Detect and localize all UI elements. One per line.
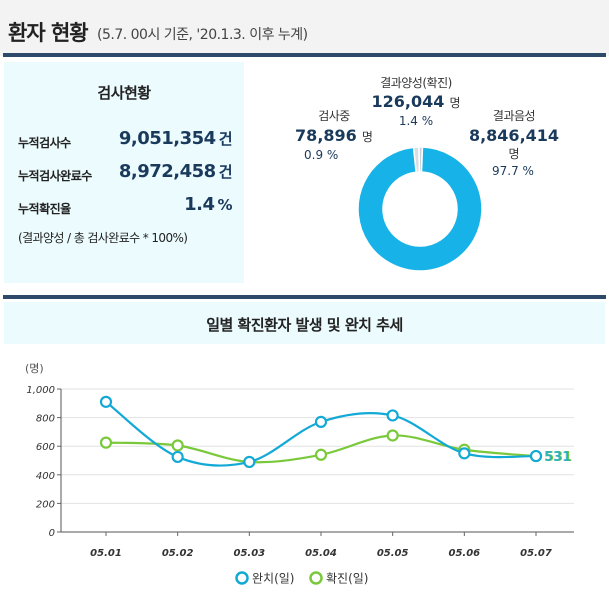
segment-unit: 명	[508, 147, 520, 161]
segment-unit: 명	[449, 96, 461, 110]
segment-value: 8,846,414	[468, 126, 560, 145]
x-tick-label: 05.01	[90, 548, 122, 559]
stat-unit: 건	[218, 163, 233, 181]
y-tick-label: 400	[36, 471, 55, 482]
x-tick-label: 05.02	[162, 548, 194, 559]
page-subtitle: (5.7. 00시 기준, '20.1.3. 이후 누계)	[97, 27, 308, 43]
test-status-title: 검사현황	[97, 84, 151, 102]
legend-marker	[309, 571, 323, 585]
stat-number: 8,972,458	[118, 161, 216, 182]
data-point-confirmed[interactable]	[314, 448, 328, 461]
stat-label-completed-tests: 누적검사완료수	[18, 169, 92, 183]
segment-name: 결과양성(확진)	[380, 76, 452, 90]
segment-name: 검사중	[318, 109, 350, 123]
segment-name: 결과음성	[492, 109, 536, 123]
data-point-recovered[interactable]	[529, 449, 543, 463]
data-point-recovered[interactable]	[171, 450, 184, 464]
donut-label-testing: 검사중 78,896 명 0.9 %	[286, 107, 382, 162]
donut-chart	[357, 146, 483, 272]
data-point-confirmed[interactable]	[99, 436, 113, 449]
segment-unit: 명	[361, 130, 373, 144]
donut-segment-negative	[357, 146, 483, 272]
x-tick-label: 05.05	[377, 548, 409, 559]
chart-title: 일별 확진환자 발생 및 완치 추세	[206, 316, 403, 334]
segment-percent: 0.9 %	[304, 148, 339, 162]
y-axis-label: (명)	[25, 362, 44, 375]
stat-label-positive-rate: 누적확진율	[18, 202, 71, 216]
stat-label-total-tests: 누적검사수	[18, 136, 71, 150]
donut-label-positive: 결과양성(확진) 126,044 명 1.4 %	[356, 74, 476, 128]
data-point-confirmed[interactable]	[386, 429, 399, 442]
page-header: 환자 현황 (5.7. 00시 기준, '20.1.3. 이후 누계)	[0, 0, 609, 56]
line-chart: (명) 0 200 400 600 800 1,000 05.01 05.02 05.03 05.0…	[25, 362, 574, 586]
legend-item-confirmed[interactable]: 확진(일)	[309, 571, 369, 586]
test-status-panel: 검사현황 누적검사수 9,051,354 건 누적검사완료수 8,972,458 건…	[4, 62, 244, 283]
y-tick-label: 800	[36, 414, 55, 425]
legend-label: 완치(일)	[252, 572, 294, 586]
stat-value-total-tests: 9,051,354 건	[118, 128, 233, 149]
y-tick-label: 0	[49, 528, 55, 539]
y-tick-label: 200	[36, 499, 55, 510]
test-result-donut-panel: 결과양성(확진) 126,044 명 1.4 % 검사중 78,896 명 0.…	[244, 62, 605, 283]
segment-value: 126,044	[371, 92, 445, 111]
header-divider	[3, 53, 606, 57]
section-divider	[3, 295, 606, 299]
y-tick-label: 600	[36, 442, 55, 453]
segment-value: 78,896	[295, 126, 357, 145]
y-tick-label: 1,000	[26, 385, 55, 396]
end-label-confirmed: 531	[545, 450, 572, 465]
segment-percent: 97.7 %	[492, 164, 534, 178]
stat-number: 1.4	[184, 194, 215, 215]
legend-item-recovered[interactable]: 완치(일)	[235, 571, 295, 586]
x-tick-label: 05.07	[520, 548, 552, 559]
end-label-recovered: 531	[544, 450, 571, 465]
legend-marker	[235, 571, 249, 585]
legend-label: 확진(일)	[326, 572, 368, 586]
page-title: 환자 현황	[8, 21, 89, 45]
chart-title-bar	[4, 302, 605, 344]
stat-number: 9,051,354	[118, 128, 216, 149]
data-point-recovered[interactable]	[243, 455, 256, 469]
stat-unit: 건	[218, 130, 233, 148]
stat-value-positive-rate: 1.4%	[184, 194, 232, 215]
stat-unit: %	[217, 196, 232, 214]
data-point-recovered[interactable]	[314, 415, 328, 428]
x-tick-label: 05.06	[449, 548, 481, 559]
data-point-confirmed[interactable]	[171, 439, 184, 452]
data-point-recovered[interactable]	[99, 395, 113, 408]
stat-value-completed-tests: 8,972,458 건	[118, 161, 233, 182]
daily-trend-chart-panel: 일별 확진환자 발생 및 완치 추세 (명) 0 200 400 600 800 1,000…	[4, 302, 605, 614]
data-point-recovered[interactable]	[458, 447, 471, 460]
x-tick-label: 05.03	[234, 548, 266, 559]
donut-label-negative: 결과음성 8,846,414 명 97.7 %	[464, 107, 564, 178]
data-point-recovered[interactable]	[386, 409, 399, 422]
segment-percent: 1.4 %	[398, 114, 434, 128]
x-tick-label: 05.04	[305, 548, 337, 559]
stat-note: (결과양성 / 총 검사완료수 * 100%)	[18, 231, 188, 245]
